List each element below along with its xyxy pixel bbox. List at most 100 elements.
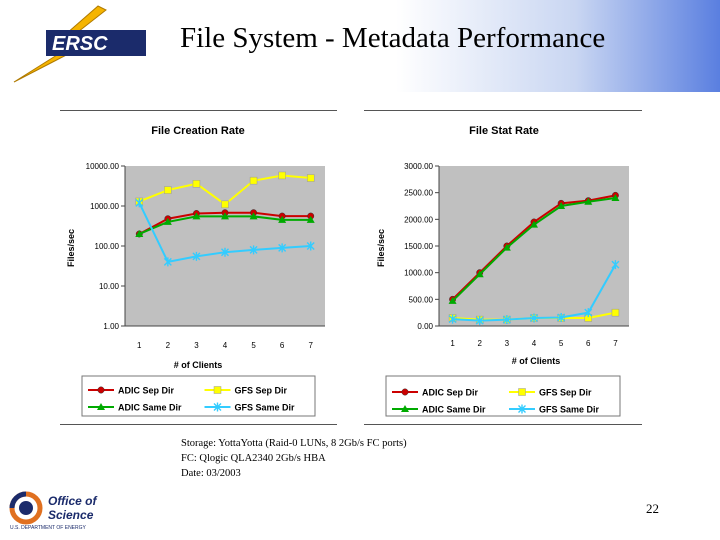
y-tick-label: 500.00	[409, 295, 434, 304]
test-notes: Storage: YottaYotta (Raid-0 LUNs, 8 2Gb/…	[181, 436, 407, 481]
data-point-adic-same-dir	[278, 215, 287, 223]
series-adic-same-dir	[135, 212, 315, 237]
plot-area	[439, 166, 629, 326]
x-tick-label: 2	[166, 341, 171, 350]
legend-label: ADIC Same Dir	[422, 405, 486, 415]
legend-marker-adic-same-dir	[97, 403, 105, 410]
data-point-gfs-same-dir	[135, 198, 144, 208]
x-axis-title: # of Clients	[174, 360, 223, 370]
page-number: 22	[646, 501, 659, 516]
x-tick-label: 7	[308, 341, 313, 350]
data-point-adic-same-dir	[448, 296, 457, 304]
file-creation-chart: File Creation Rate 1.00 10.00 100.00 1000.00…	[60, 108, 337, 424]
office-of-science-logo-graphic: Office of Science U.S. DEPARTMENT OF ENE…	[9, 491, 97, 531]
data-point-adic-same-dir	[249, 212, 258, 220]
legend-marker-adic-sep-dir	[97, 386, 105, 394]
office-of-science-logo: Office of Science U.S. DEPARTMENT OF ENE…	[6, 488, 126, 532]
legend-marker-gfs-sep-dir	[213, 386, 222, 394]
legend-marker-adic-same-dir	[401, 405, 409, 412]
data-point-gfs-sep-dir	[278, 171, 286, 180]
data-point-adic-same-dir	[584, 197, 593, 205]
office-logo-line2: Science	[48, 508, 94, 522]
legend-marker-gfs-same-dir	[213, 402, 222, 412]
data-point-gfs-same-dir	[192, 251, 201, 261]
data-point-gfs-same-dir	[530, 313, 538, 323]
y-tick-label: 1000.00	[90, 202, 119, 211]
data-point-gfs-same-dir	[448, 314, 457, 324]
legend-label: ADIC Same Dir	[118, 403, 182, 413]
data-point-gfs-same-dir	[557, 312, 566, 322]
office-logo-line1: Office of	[48, 494, 97, 508]
note-fc: FC: Qlogic QLA2340 2Gb/s HBA	[181, 453, 326, 464]
data-point-gfs-same-dir	[475, 316, 484, 326]
chart2-top-rule	[364, 110, 642, 111]
data-point-gfs-same-dir	[278, 243, 287, 253]
legend-label: GFS Same Dir	[539, 405, 600, 415]
data-point-gfs-sep-dir	[192, 179, 201, 188]
legend-marker-gfs-sep-dir	[518, 388, 526, 396]
x-tick-label: 5	[251, 341, 256, 350]
y-tick-label: 1000.00	[404, 269, 433, 278]
data-point-gfs-sep-dir	[611, 308, 620, 317]
series-adic-same-dir	[448, 194, 620, 304]
chart-title: File Stat Rate	[469, 125, 539, 137]
data-point-gfs-sep-dir	[164, 186, 172, 194]
x-tick-label: 2	[477, 339, 482, 348]
data-point-gfs-same-dir	[584, 308, 593, 318]
x-tick-label: 3	[194, 341, 199, 350]
note-storage: Storage: YottaYotta (Raid-0 LUNs, 8 2Gb/…	[181, 438, 407, 449]
x-axis-title: # of Clients	[512, 356, 561, 366]
legend-box	[81, 375, 316, 417]
y-tick-label: 2000.00	[404, 215, 433, 224]
chart-title: File Creation Rate	[151, 125, 245, 137]
office-logo-line3: U.S. DEPARTMENT OF ENERGY	[10, 525, 87, 531]
y-tick-label: 10.00	[99, 282, 120, 291]
series-gfs-same-dir	[135, 198, 315, 267]
legend-marker-gfs-same-dir	[518, 404, 526, 414]
chart2-bottom-rule	[364, 424, 642, 425]
y-tick-label: 10000.00	[86, 162, 120, 171]
data-point-gfs-same-dir	[221, 247, 229, 257]
data-point-adic-same-dir	[475, 270, 484, 278]
data-point-adic-same-dir	[557, 202, 566, 209]
y-tick-label: 2500.00	[404, 189, 433, 198]
legend-label: ADIC Sep Dir	[118, 386, 175, 396]
logo-text: ERSC	[52, 33, 108, 55]
data-point-gfs-sep-dir	[306, 174, 315, 182]
data-point-gfs-same-dir	[163, 257, 172, 267]
data-point-adic-same-dir	[163, 217, 172, 225]
x-tick-label: 7	[613, 339, 618, 348]
file-creation-chart-svg: File Creation Rate 1.00 10.00 100.00 1000.00…	[66, 125, 325, 417]
y-tick-label: 1500.00	[404, 242, 433, 251]
series-gfs-same-dir	[448, 260, 620, 326]
x-tick-label: 4	[223, 341, 228, 350]
data-point-adic-same-dir	[192, 212, 201, 220]
data-point-adic-same-dir	[611, 194, 620, 201]
legend-marker-adic-sep-dir	[401, 388, 409, 396]
nersc-logo: ERSC	[6, 4, 156, 88]
chart1-bottom-rule	[60, 424, 337, 425]
legend-label: ADIC Sep Dir	[422, 388, 479, 398]
x-tick-label: 1	[137, 341, 142, 350]
data-point-gfs-same-dir	[306, 241, 315, 251]
data-point-gfs-same-dir	[611, 260, 620, 270]
y-tick-label: 3000.00	[404, 162, 433, 171]
legend-label: GFS Sep Dir	[235, 386, 288, 396]
x-tick-label: 6	[586, 339, 591, 348]
data-point-adic-same-dir	[502, 243, 511, 251]
data-point-adic-same-dir	[221, 212, 229, 220]
data-point-adic-same-dir	[135, 229, 144, 237]
plot-area	[125, 166, 325, 326]
x-tick-label: 3	[505, 339, 510, 348]
y-tick-label: 100.00	[95, 242, 120, 251]
y-axis-title: Files/sec	[376, 229, 386, 267]
data-point-adic-same-dir	[530, 220, 538, 228]
file-stat-chart-svg: File Stat Rate 0.00 500.00 1000.00 1500.00 20…	[376, 125, 629, 417]
y-axis-title: Files/sec	[66, 229, 76, 267]
x-tick-label: 6	[280, 341, 285, 350]
page-title: File System - Metadata Performance	[180, 22, 606, 54]
data-point-gfs-sep-dir	[221, 200, 229, 209]
data-point-gfs-same-dir	[502, 315, 511, 325]
y-tick-label: 0.00	[417, 322, 433, 331]
y-tick-label: 1.00	[103, 322, 119, 331]
